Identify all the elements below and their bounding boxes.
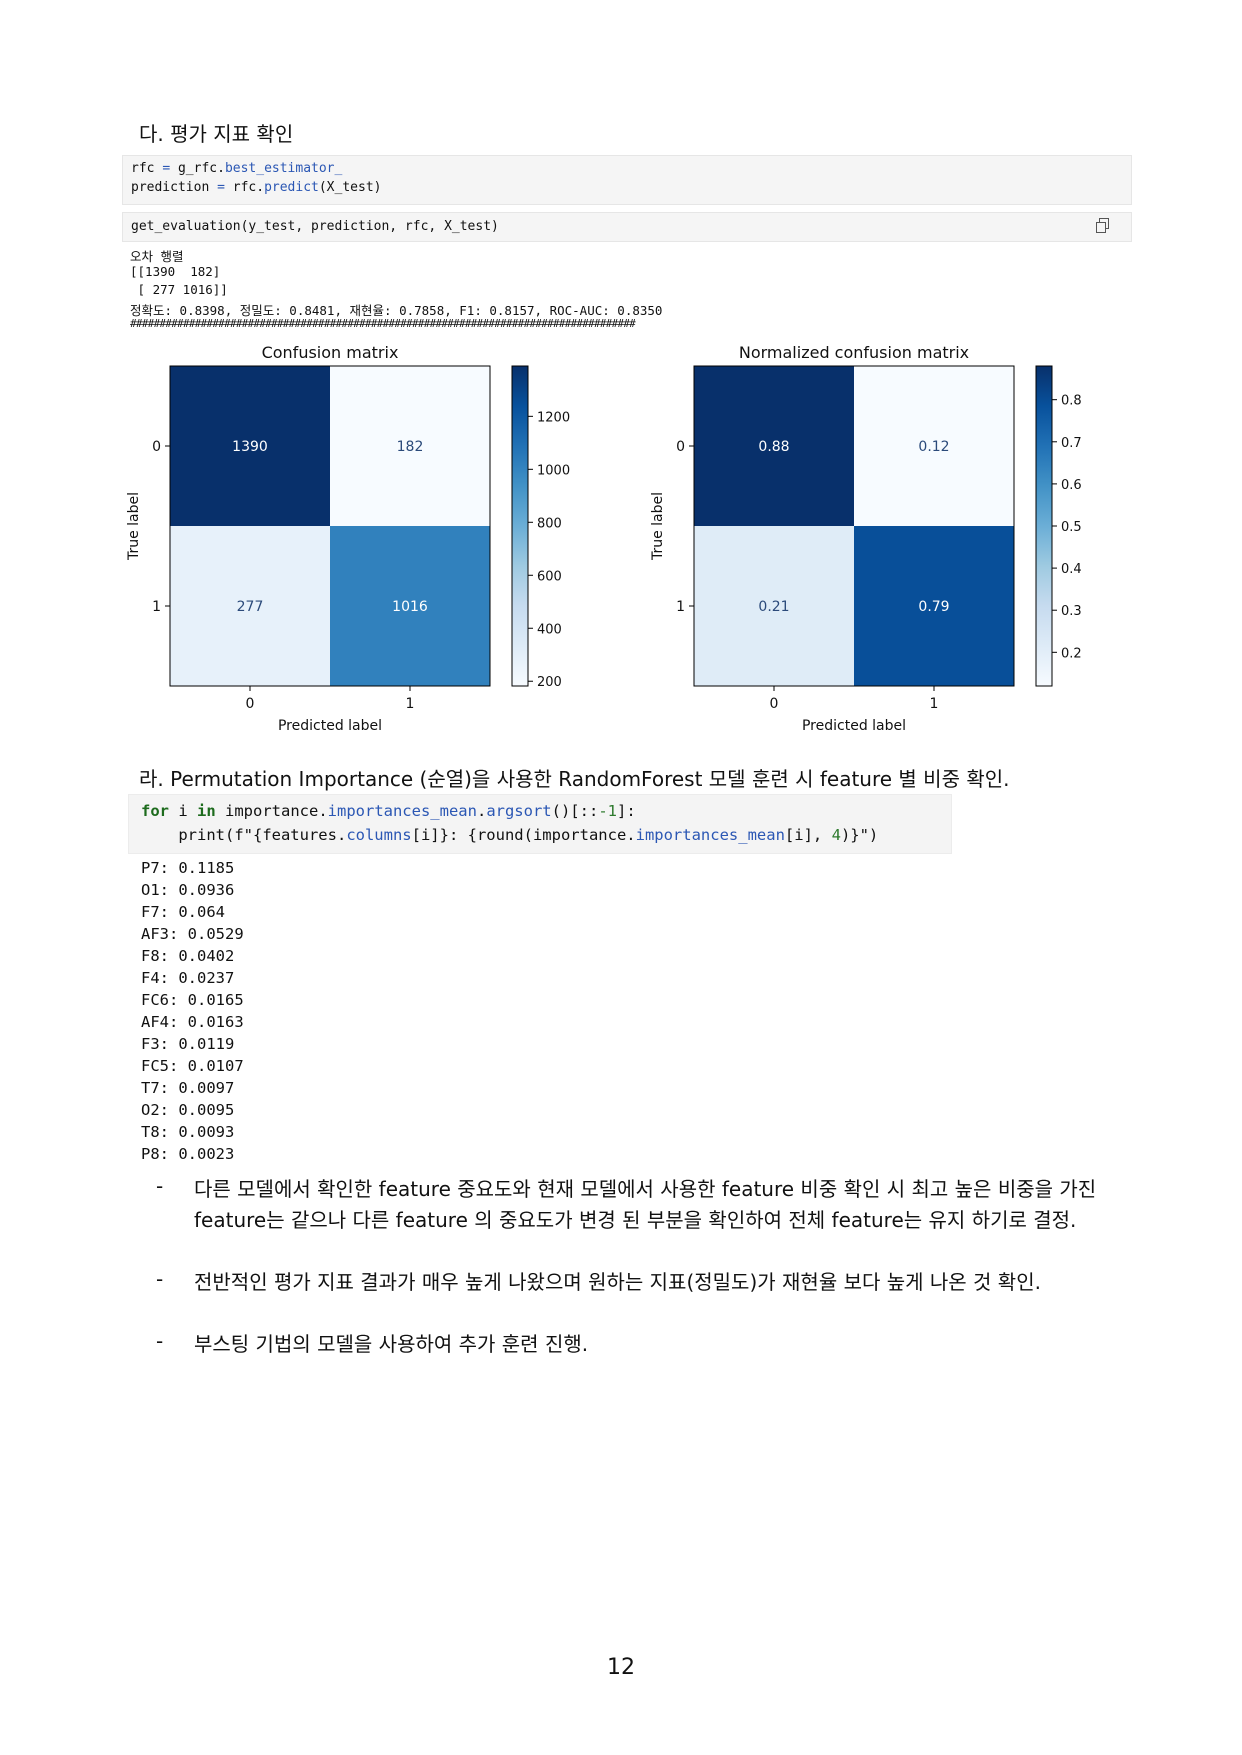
cell-label: 0.88 (758, 439, 789, 455)
importance-line: AF4: 0.0163 (141, 1013, 244, 1031)
y-axis-label: True label (126, 492, 142, 561)
importance-line: O1: 0.0936 (141, 881, 235, 899)
heatmap-cell (694, 366, 854, 526)
colorbar-tick-label: 0.6 (1061, 478, 1082, 493)
chart-title: Normalized confusion matrix (739, 343, 969, 362)
importance-line: F8: 0.0402 (141, 947, 235, 965)
heatmap-cell (330, 366, 490, 526)
output-line: [ 277 1016]] (130, 282, 228, 297)
cell-label: 182 (397, 439, 424, 455)
colorbar-tick-label: 200 (537, 675, 562, 690)
code-cell-permutation[interactable]: for i in importance.importances_mean.arg… (128, 794, 952, 854)
importance-line: O2: 0.0095 (141, 1101, 235, 1119)
cell-label: 277 (237, 599, 264, 615)
importance-line: F7: 0.064 (141, 903, 225, 921)
output-line: 오차 행렬 (130, 249, 184, 264)
cell-label: 0.21 (758, 599, 789, 615)
list-item-text: 전반적인 평가 지표 결과가 매우 높게 나왔으며 원하는 지표(정밀도)가 재… (194, 1270, 1041, 1294)
y-axis-label: True label (650, 492, 666, 561)
colorbar-tick-label: 800 (537, 516, 562, 531)
code-cell-predict[interactable]: rfc = g_rfc.best_estimator_ prediction =… (122, 155, 1132, 205)
copy-icon[interactable] (1096, 218, 1109, 233)
code-cell-evaluation[interactable]: get_evaluation(y_test, prediction, rfc, … (122, 212, 1132, 242)
colorbar-tick-label: 0.2 (1061, 646, 1082, 661)
cell-label: 0.12 (918, 439, 949, 455)
cell-label: 1390 (232, 439, 268, 455)
y-tick-label: 1 (676, 599, 685, 615)
colorbar-tick-label: 1200 (537, 410, 570, 425)
x-axis-label: Predicted label (278, 718, 382, 734)
plot-frame (169, 365, 491, 687)
importance-line: T8: 0.0093 (141, 1123, 235, 1141)
heatmap-cell (170, 526, 330, 686)
importance-line: F4: 0.0237 (141, 969, 235, 987)
section-heading-evaluation: 다. 평가 지표 확인 (139, 122, 294, 146)
list-item-text: 다른 모델에서 확인한 feature 중요도와 현재 모델에서 사용한 fea… (194, 1177, 1097, 1232)
code-line: get_evaluation(y_test, prediction, rfc, … (131, 219, 499, 234)
x-tick-label: 1 (930, 696, 939, 712)
separator-line: ########################################… (130, 317, 636, 330)
x-tick-label: 0 (770, 696, 779, 712)
x-tick-label: 1 (406, 696, 415, 712)
list-item-text: 부스팅 기법의 모델을 사용하여 추가 훈련 진행. (194, 1332, 589, 1356)
colorbar (511, 365, 529, 687)
heatmap-cell (854, 526, 1014, 686)
importance-line: F3: 0.0119 (141, 1035, 235, 1053)
code-line: rfc = g_rfc.best_estimator_ (131, 161, 343, 176)
colorbar-tick-label: 0.4 (1061, 562, 1082, 577)
y-tick-label: 1 (152, 599, 161, 615)
plot-frame (693, 365, 1015, 687)
cell-label: 1016 (392, 599, 428, 615)
colorbar-tick-label: 0.3 (1061, 604, 1082, 619)
code-line: print(f"{features.columns[i]}: {round(im… (141, 826, 879, 844)
page-number: 12 (607, 1655, 635, 1680)
importance-line: P7: 0.1185 (141, 859, 235, 877)
section-heading-permutation: 라. Permutation Importance (순열)을 사용한 Rand… (139, 767, 1010, 791)
cell-label: 0.79 (918, 599, 949, 615)
heatmap-cell (854, 366, 1014, 526)
importance-line: FC5: 0.0107 (141, 1057, 244, 1075)
confusion-matrix-figure: 1390 182 277 1016 Confusion matrix 0 1 0 1 Predic… (126, 343, 1082, 734)
y-tick-label: 0 (152, 439, 161, 455)
colorbar-tick-label: 0.5 (1061, 520, 1082, 535)
x-axis-label: Predicted label (802, 718, 906, 734)
output-line: [[1390 182] (130, 264, 221, 279)
chart-title: Confusion matrix (262, 343, 399, 362)
code-line: for i in importance.importances_mean.arg… (141, 802, 636, 820)
colorbar-tick-label: 0.7 (1061, 436, 1082, 451)
colorbar-tick-label: 0.8 (1061, 394, 1082, 409)
colorbar-tick-label: 1000 (537, 463, 570, 478)
heatmap-cell (170, 366, 330, 526)
x-tick-label: 0 (246, 696, 255, 712)
heatmap-cell (694, 526, 854, 686)
colorbar-tick-label: 400 (537, 622, 562, 637)
code-line: prediction = rfc.predict(X_test) (131, 180, 382, 195)
importance-line: P8: 0.0023 (141, 1145, 235, 1163)
y-tick-label: 0 (676, 439, 685, 455)
colorbar-tick-label: 600 (537, 569, 562, 584)
importance-line: T7: 0.0097 (141, 1079, 235, 1097)
metrics-line: 정확도: 0.8398, 정밀도: 0.8481, 재현율: 0.7858, F… (130, 303, 663, 318)
colorbar (1035, 365, 1053, 687)
importance-line: AF3: 0.0529 (141, 925, 244, 943)
importance-line: FC6: 0.0165 (141, 991, 244, 1009)
heatmap-cell (330, 526, 490, 686)
